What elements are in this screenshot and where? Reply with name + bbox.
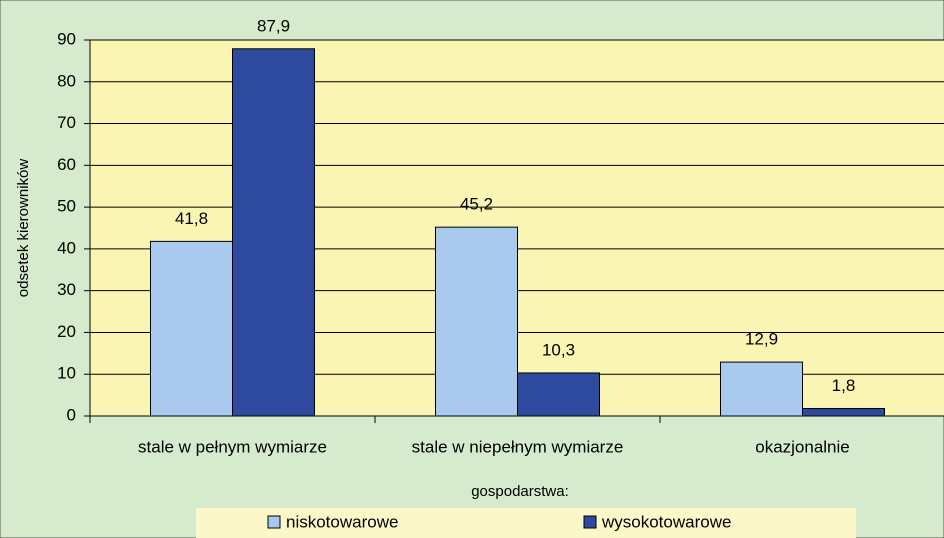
- x-tick-label: okazjonalnie: [755, 437, 850, 456]
- bar: [435, 226, 518, 417]
- legend-box: [196, 508, 856, 538]
- bar: [232, 48, 315, 417]
- value-label: 45,2: [460, 195, 493, 214]
- bar: [517, 372, 600, 417]
- y-tick-label: 0: [67, 405, 76, 424]
- y-tick-label: 60: [57, 155, 76, 174]
- y-tick-label: 10: [57, 364, 76, 383]
- legend-swatch: [267, 515, 281, 529]
- legend-label: niskotowarowe: [286, 512, 398, 531]
- bar: [720, 361, 803, 417]
- y-tick-label: 70: [57, 113, 76, 132]
- y-tick-label: 40: [57, 238, 76, 257]
- y-tick-label: 90: [57, 29, 76, 48]
- y-axis-label: odsetek kierowników: [15, 159, 32, 298]
- legend-title: gospodarstwa:: [471, 483, 569, 500]
- bar: [150, 240, 233, 417]
- value-label: 12,9: [745, 330, 778, 349]
- value-label: 87,9: [257, 16, 290, 35]
- y-tick-label: 50: [57, 197, 76, 216]
- x-tick-label: stale w pełnym wymiarze: [138, 437, 327, 456]
- value-label: 1,8: [832, 376, 856, 395]
- value-label: 41,8: [175, 209, 208, 228]
- y-tick-label: 20: [57, 322, 76, 341]
- value-label: 10,3: [542, 340, 575, 359]
- x-tick-label: stale w niepełnym wymiarze: [412, 437, 624, 456]
- y-tick-label: 30: [57, 280, 76, 299]
- bar: [802, 407, 885, 417]
- legend-swatch: [583, 515, 597, 529]
- legend-label: wysokotowarowe: [601, 512, 731, 531]
- y-tick-label: 80: [57, 71, 76, 90]
